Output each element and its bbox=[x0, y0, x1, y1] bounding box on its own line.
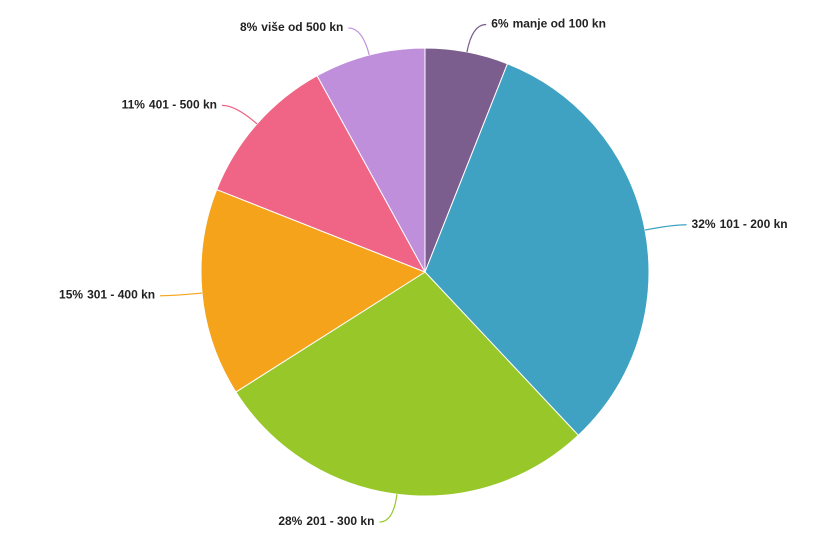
value-label: 6% bbox=[491, 17, 509, 31]
category-label: 101 - 200 kn bbox=[720, 217, 788, 231]
value-label: 15% bbox=[59, 288, 83, 302]
pie-slice bbox=[216, 75, 427, 273]
data-label: 11% 401 - 500 kn bbox=[122, 98, 217, 112]
data-label: 28% 201 - 300 kn bbox=[278, 514, 374, 528]
category-label: manje od 100 kn bbox=[513, 17, 606, 31]
leader-line bbox=[644, 224, 687, 231]
pie-slice bbox=[235, 271, 580, 497]
value-label: 11% bbox=[122, 98, 146, 112]
pie-slice bbox=[200, 188, 427, 393]
leader-line bbox=[466, 23, 487, 53]
data-label: 8% više od 500 kn bbox=[240, 20, 343, 34]
data-label: 15% 301 - 400 kn bbox=[59, 288, 155, 302]
value-label: 32% bbox=[692, 217, 716, 231]
leader-line bbox=[379, 494, 398, 523]
pie-slice bbox=[424, 63, 650, 436]
value-label: 28% bbox=[278, 514, 302, 528]
category-label: 301 - 400 kn bbox=[87, 288, 155, 302]
value-label: 8% bbox=[240, 20, 258, 34]
leader-line bbox=[221, 104, 258, 125]
category-label: više od 500 kn bbox=[261, 20, 343, 34]
data-label: 32% 101 - 200 kn bbox=[692, 217, 788, 231]
leader-line bbox=[348, 27, 370, 56]
category-label: 401 - 500 kn bbox=[149, 98, 217, 112]
data-label: 6% manje od 100 kn bbox=[491, 17, 606, 31]
leader-line bbox=[160, 292, 203, 297]
category-label: 201 - 300 kn bbox=[306, 514, 374, 528]
